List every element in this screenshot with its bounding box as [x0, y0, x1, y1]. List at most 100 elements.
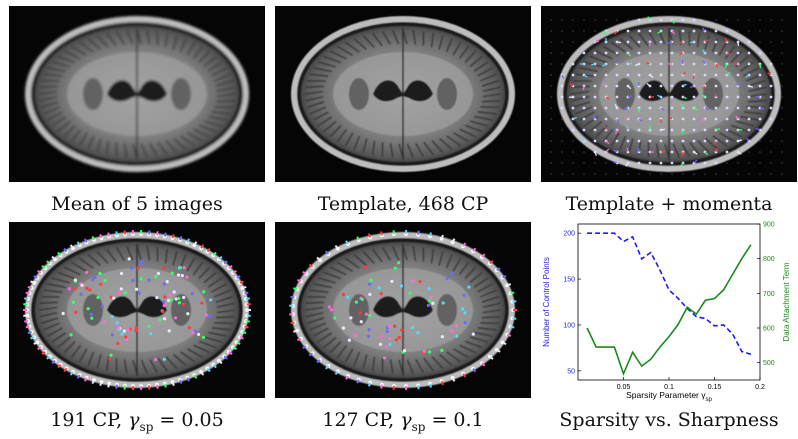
control-point: [186, 312, 190, 316]
momentum-point: [583, 162, 585, 164]
control-point-momentum: [228, 265, 233, 269]
momentum-point: [681, 18, 685, 22]
momentum-point: [593, 51, 597, 55]
sulcus-line: [57, 120, 71, 133]
sulcus-line: [446, 135, 462, 147]
momentum-point: [747, 117, 751, 121]
momentum-vector: [704, 107, 709, 111]
control-point: [90, 316, 94, 320]
momentum-vector: [614, 30, 618, 35]
momentum-point: [769, 95, 773, 99]
control-point-momentum: [290, 321, 295, 325]
sulcus-line: [126, 246, 134, 261]
momentum-vector: [681, 59, 684, 65]
sulcus-line: [63, 341, 76, 354]
sulcus-line: [187, 348, 203, 359]
sulcus-line: [215, 295, 234, 303]
sulcus-line: [415, 358, 425, 374]
control-point-momentum: [380, 384, 383, 389]
sulcus-line: [309, 106, 327, 115]
sulcus-line: [140, 359, 148, 374]
sulcus-line: [87, 351, 95, 366]
caption-value: = 0.1: [425, 409, 484, 431]
momentum-point: [670, 139, 674, 143]
sulcus-line: [748, 86, 767, 93]
momentum-point: [637, 29, 641, 33]
caption-prefix: 191 CP,: [50, 409, 129, 431]
control-point: [364, 312, 369, 316]
momentum-vector: [638, 118, 643, 122]
x-tick-label: 0.1: [664, 384, 674, 391]
ventricles: [373, 80, 433, 102]
momentum-point: [659, 161, 663, 165]
control-point: [390, 279, 394, 283]
momentum-point: [571, 128, 575, 132]
gamma-subscript: sp: [411, 419, 426, 434]
sulcus-line: [43, 322, 61, 331]
momentum-vector: [572, 116, 577, 120]
sulcus-line: [313, 283, 332, 289]
momentum-vector: [735, 115, 739, 120]
control-point: [108, 357, 112, 361]
control-point-momentum: [297, 278, 302, 283]
control-point-momentum: [206, 367, 211, 373]
momentum-vector: [682, 83, 687, 87]
control-point-momentum: [200, 371, 205, 376]
control-point: [187, 326, 192, 330]
momentum-vector: [616, 59, 619, 65]
sulcus-line: [164, 33, 169, 48]
control-point-momentum: [69, 244, 74, 249]
sulcus-line: [317, 332, 333, 343]
control-point-momentum: [51, 359, 56, 365]
control-point-momentum: [472, 368, 477, 373]
control-point: [382, 356, 387, 360]
control-point-momentum: [206, 247, 211, 253]
control-point: [207, 314, 211, 318]
control-point-momentum: [236, 341, 241, 345]
sulcus-line: [711, 38, 719, 53]
control-point: [163, 295, 167, 299]
sulcus-line: [438, 137, 453, 151]
control-point-momentum: [293, 287, 298, 291]
sulcus-line: [453, 132, 469, 143]
sulcus-line: [146, 246, 151, 261]
sulcus-line: [39, 95, 58, 102]
sulcus-line: [672, 143, 680, 158]
sulcus-line: [477, 327, 497, 331]
momentum-point: [627, 19, 629, 21]
momentum-vector: [605, 140, 610, 145]
control-point: [388, 336, 392, 340]
control-point: [388, 342, 392, 347]
control-point: [116, 341, 120, 346]
sulcus-line: [96, 138, 102, 153]
sulcus-line: [371, 356, 376, 371]
control-point: [399, 284, 404, 288]
sulcus-line: [323, 271, 341, 280]
control-point: [378, 342, 383, 346]
momentum-point: [582, 106, 586, 110]
momentum-point: [747, 51, 751, 55]
momentum-point: [770, 52, 772, 54]
momentum-point: [626, 73, 630, 77]
control-point: [112, 296, 116, 300]
momentum-point: [648, 29, 652, 33]
gamma-subscript: sp: [139, 419, 154, 434]
sulcus-line: [474, 331, 493, 337]
sulcus-line: [40, 101, 59, 109]
control-point: [445, 276, 449, 281]
control-point-momentum: [212, 251, 217, 256]
control-point: [416, 331, 420, 335]
control-point: [177, 301, 182, 305]
control-point: [359, 320, 363, 324]
control-point: [137, 291, 141, 295]
momentum-point: [572, 30, 574, 32]
control-point: [394, 338, 399, 342]
sulcus-line: [344, 348, 354, 363]
momentum-point: [561, 129, 563, 131]
momentum-point: [561, 173, 563, 175]
control-point: [85, 286, 89, 290]
momentum-point: [550, 162, 552, 164]
momenta-grid: [550, 16, 783, 175]
momentum-point: [637, 139, 641, 143]
control-point-momentum: [345, 240, 349, 245]
